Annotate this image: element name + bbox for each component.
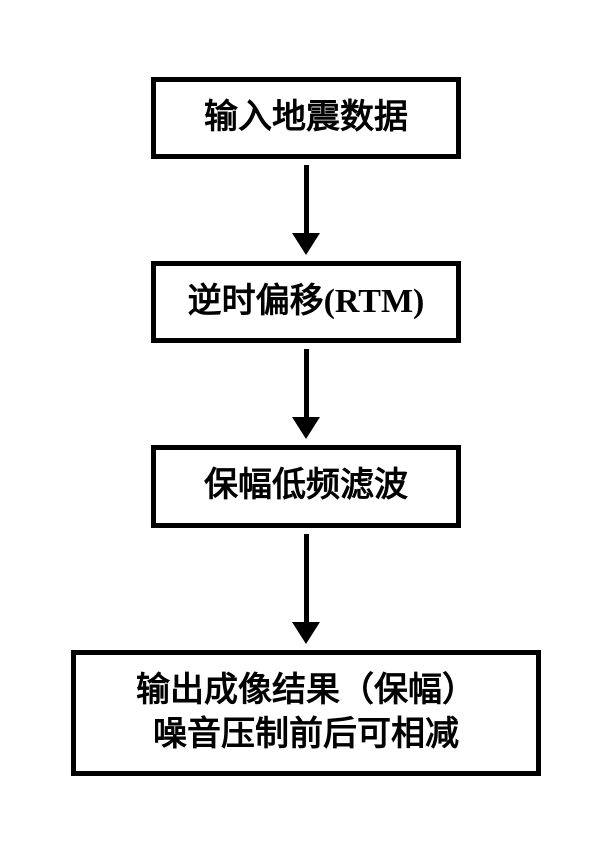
node-label-line1: 输出成像结果（保幅） (136, 669, 476, 713)
arrow-line (304, 534, 309, 624)
arrow-line (304, 349, 309, 419)
flowchart-node-filter: 保幅低频滤波 (151, 445, 461, 527)
node-label: 保幅低频滤波 (204, 464, 408, 508)
arrow-head-icon (292, 622, 320, 644)
node-label: 输入地震数据 (204, 96, 408, 140)
arrow-3 (292, 534, 320, 644)
flowchart-container: 输入地震数据 逆时偏移(RTM) 保幅低频滤波 输出成像结果（保幅） 噪音压制前… (60, 77, 552, 776)
node-label-line2: 噪音压制前后可相减 (153, 713, 459, 757)
flowchart-node-input: 输入地震数据 (151, 77, 461, 159)
arrow-line (304, 165, 309, 235)
arrow-1 (292, 165, 320, 255)
arrow-head-icon (292, 233, 320, 255)
flowchart-node-output: 输出成像结果（保幅） 噪音压制前后可相减 (71, 650, 541, 776)
node-label: 逆时偏移(RTM) (188, 280, 425, 324)
arrow-2 (292, 349, 320, 439)
flowchart-node-rtm: 逆时偏移(RTM) (151, 261, 461, 343)
arrow-head-icon (292, 417, 320, 439)
